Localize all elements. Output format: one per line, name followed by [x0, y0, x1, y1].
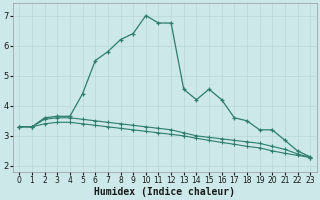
- X-axis label: Humidex (Indice chaleur): Humidex (Indice chaleur): [94, 186, 235, 197]
